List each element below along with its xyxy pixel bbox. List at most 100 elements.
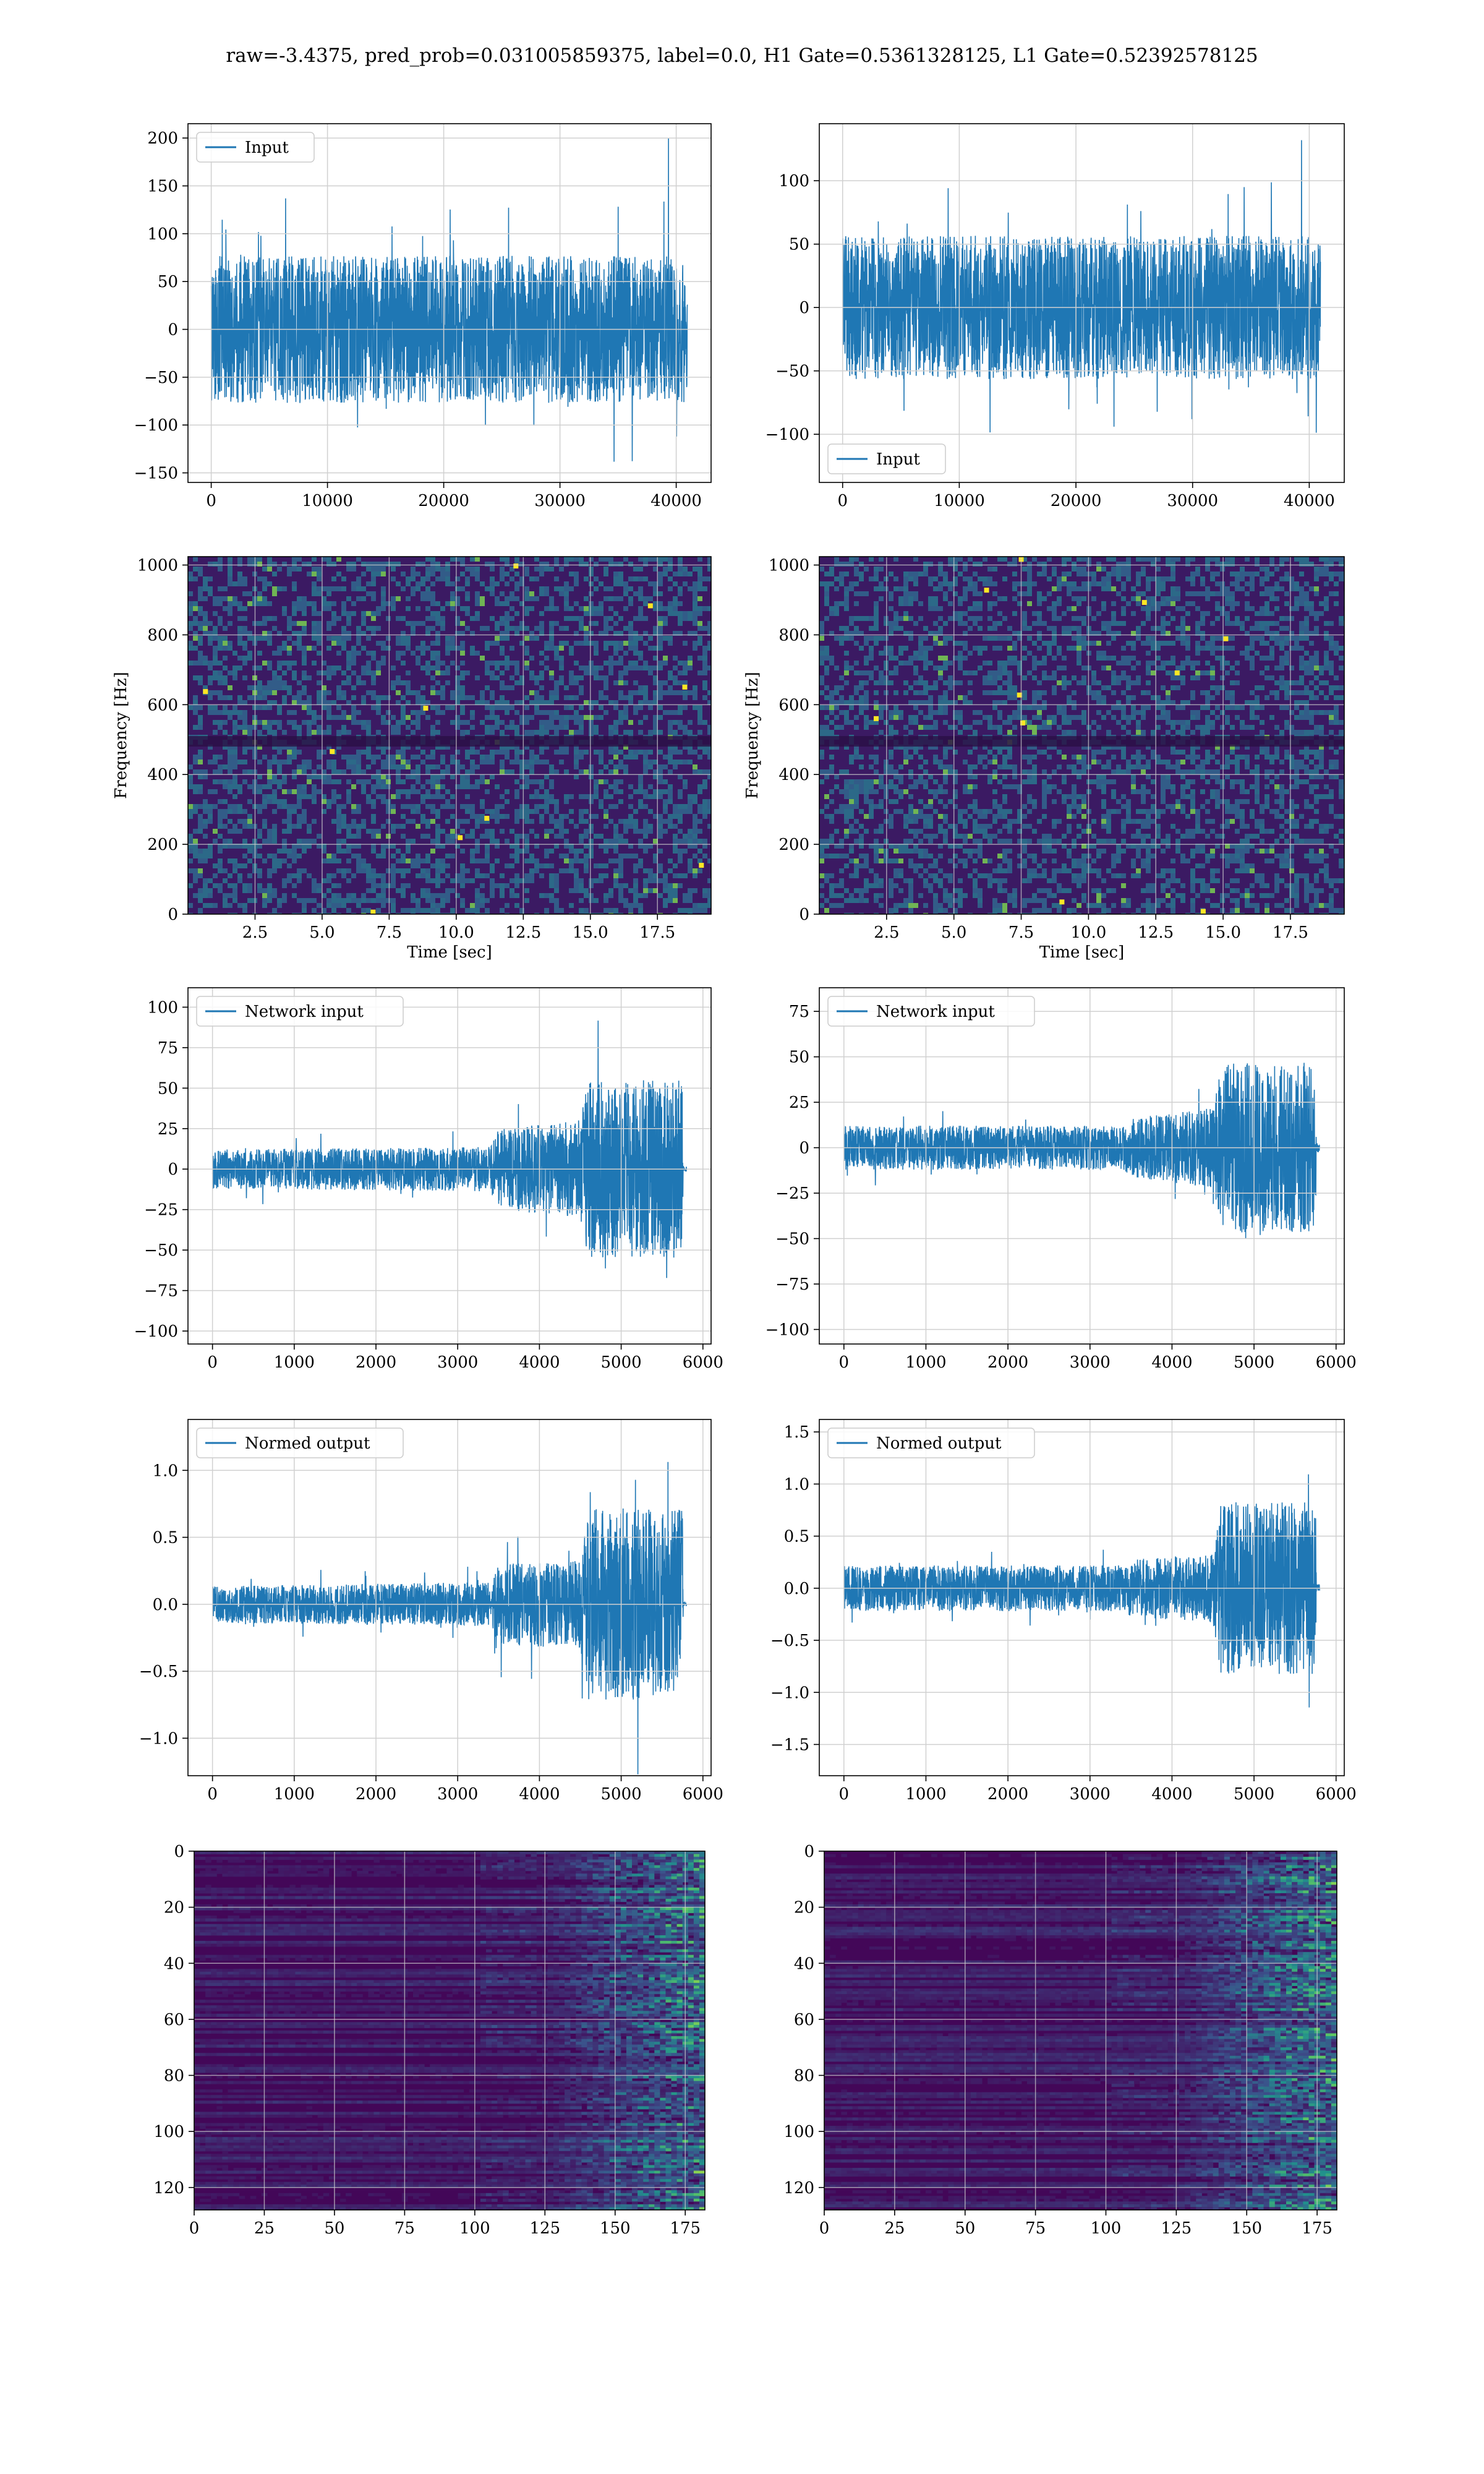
- spectrogram-cell: [608, 670, 613, 675]
- spectrogram-cell: [1260, 656, 1264, 661]
- spectrogram-cell: [1190, 666, 1195, 670]
- spectrogram-cell: [628, 784, 633, 789]
- spectrogram-cell: [1032, 611, 1037, 616]
- spectrogram-cell: [854, 571, 859, 576]
- spectrogram-cell: [908, 616, 913, 621]
- spectrogram-cell: [208, 745, 213, 750]
- spectrogram-cell: [445, 913, 450, 914]
- spectrogram-cell: [420, 834, 425, 839]
- spectrogram-cell: [376, 854, 381, 858]
- spectrogram-cell: [312, 661, 317, 666]
- x-tick-label: 7.5: [377, 923, 402, 942]
- spectrogram-cell: [490, 710, 495, 715]
- spectrogram-cell: [485, 755, 490, 760]
- spectrogram-cell: [485, 725, 490, 730]
- spectrogram-cell: [317, 755, 322, 760]
- spectrogram-cell: [514, 745, 519, 750]
- spectrogram-cell: [460, 873, 465, 878]
- spectrogram-cell: [440, 571, 445, 576]
- spectrogram-cell: [834, 666, 839, 670]
- spectrogram-cell: [658, 557, 663, 562]
- spectrogram-cell: [534, 690, 539, 695]
- spectrogram-cell: [918, 636, 923, 641]
- spectrogram-cell: [603, 626, 608, 631]
- spectrogram-cell: [510, 854, 514, 858]
- spectrogram-cell: [500, 764, 505, 769]
- spectrogram-cell: [1131, 611, 1136, 616]
- spectrogram-cell: [470, 814, 475, 819]
- spectrogram-cell: [663, 878, 668, 883]
- spectrogram-cell: [574, 675, 579, 680]
- spectrogram-cell: [297, 873, 302, 878]
- spectrogram-cell: [500, 631, 505, 636]
- spectrogram-cell: [1022, 567, 1027, 571]
- spectrogram-cell: [356, 829, 361, 834]
- spectrogram-cell: [854, 567, 859, 571]
- spectrogram-cell: [997, 646, 1002, 651]
- spectrogram-cell: [683, 745, 688, 750]
- spectrogram-cell: [440, 794, 445, 799]
- spectrogram-cell: [218, 755, 223, 760]
- spectrogram-cell: [983, 581, 987, 586]
- spectrogram-cell: [702, 888, 707, 893]
- spectrogram-cell: [396, 651, 401, 656]
- spectrogram-cell: [869, 636, 874, 641]
- spectrogram-cell: [1166, 562, 1171, 567]
- spectrogram-cell: [599, 611, 603, 616]
- spectrogram-cell: [673, 656, 678, 661]
- spectrogram-cell: [1279, 646, 1284, 651]
- spectrogram-cell: [549, 690, 554, 695]
- spectrogram-cell: [287, 809, 292, 814]
- spectrogram-cell: [287, 829, 292, 834]
- spectrogram-cell: [633, 631, 638, 636]
- spectrogram-cell: [247, 873, 252, 878]
- spectrogram-cell: [490, 893, 495, 898]
- spectrogram-cell: [331, 883, 336, 888]
- spectrogram-cell: [218, 596, 223, 601]
- spectrogram-cell: [425, 631, 430, 636]
- spectrogram-cell: [213, 883, 218, 888]
- spectrogram-cell: [879, 596, 884, 601]
- spectrogram-cell: [292, 661, 297, 666]
- spectrogram-cell: [257, 695, 262, 700]
- h1-input-series-line: [210, 138, 688, 462]
- spectrogram-cell: [683, 695, 688, 700]
- spectrogram-cell: [648, 888, 653, 893]
- spectrogram-cell: [524, 804, 529, 809]
- spectrogram-cell: [638, 586, 643, 591]
- spectrogram-cell: [1245, 700, 1250, 705]
- spectrogram-cell: [678, 710, 683, 715]
- spectrogram-cell: [1329, 562, 1334, 567]
- spectrogram-cell: [203, 576, 208, 581]
- spectrogram-cell: [420, 888, 425, 893]
- spectrogram-cell: [673, 834, 678, 839]
- spectrogram-peak: [647, 603, 653, 609]
- spectrogram-cell: [282, 586, 287, 591]
- spectrogram-cell: [1220, 606, 1225, 611]
- spectrogram-cell: [297, 567, 302, 571]
- spectrogram-cell: [697, 586, 702, 591]
- spectrogram-cell: [1225, 601, 1230, 606]
- spectrogram-cell: [460, 898, 465, 903]
- spectrogram-cell: [470, 829, 475, 834]
- spectrogram-cell: [559, 750, 564, 755]
- spectrogram-cell: [599, 863, 603, 868]
- spectrogram-cell: [223, 596, 228, 601]
- spectrogram-cell: [257, 809, 262, 814]
- spectrogram-cell: [203, 809, 208, 814]
- spectrogram-cell: [618, 868, 623, 873]
- spectrogram-cell: [1037, 631, 1042, 636]
- spectrogram-cell: [351, 710, 356, 715]
- l1-input-legend: Input: [827, 443, 946, 474]
- spectrogram-cell: [564, 695, 569, 700]
- spectrogram-cell: [312, 883, 317, 888]
- spectrogram-cell: [445, 745, 450, 750]
- spectrogram-cell: [697, 636, 702, 641]
- spectrogram-cell: [978, 646, 983, 651]
- spectrogram-cell: [331, 601, 336, 606]
- spectrogram-cell: [322, 557, 326, 562]
- spectrogram-cell: [425, 873, 430, 878]
- spectrogram-cell: [237, 601, 242, 606]
- spectrogram-cell: [633, 829, 638, 834]
- spectrogram-cell: [819, 705, 824, 710]
